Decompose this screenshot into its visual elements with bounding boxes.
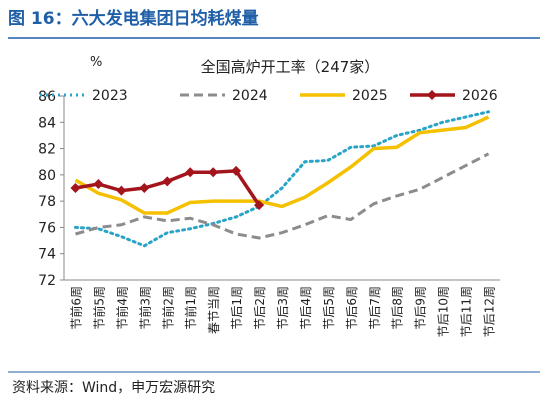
legend-label: 2024 (232, 88, 268, 104)
x-tick-label: 节后7周 (368, 286, 382, 330)
point (208, 167, 219, 178)
x-tick-label: 节后4周 (299, 286, 313, 330)
chart-title: 全国高炉开工率（247家） (201, 58, 380, 76)
y-tick-label: 82 (38, 142, 56, 158)
x-tick-label: 节后12周 (483, 286, 497, 337)
x-tick-label: 节前4周 (114, 286, 129, 330)
y-tick-label: 84 (38, 115, 56, 131)
x-tick-label: 节后3周 (276, 286, 290, 330)
point (93, 179, 104, 190)
x-tick-label: 节前2周 (160, 286, 175, 330)
x-tick-label: 节后2周 (253, 286, 267, 330)
y-tick-label: 74 (38, 247, 56, 263)
x-tick-label: 节后5周 (322, 286, 336, 330)
x-tick-label: 节后8周 (391, 286, 405, 330)
x-tick-label: 节后10周 (437, 286, 451, 337)
point (162, 176, 173, 187)
y-unit: % (90, 55, 102, 70)
header: 图 16：六大发电集团日均耗煤量 (8, 8, 259, 29)
x-tick-label: 节后6周 (345, 286, 359, 330)
y-tick-label: 80 (38, 168, 56, 184)
point (231, 165, 242, 176)
x-tick-label: 节前1周 (183, 286, 198, 330)
y-tick-label: 72 (38, 273, 56, 289)
point (139, 183, 150, 193)
legend-label: 2025 (352, 88, 388, 104)
point (254, 200, 265, 211)
series-line (75, 152, 490, 240)
x-tick-label: 节后9周 (414, 286, 428, 330)
x-tick-label: 节后1周 (230, 286, 244, 330)
series-line (73, 110, 491, 248)
point (116, 185, 127, 196)
x-tick-label: 春节当周 (207, 286, 221, 334)
legend-label: 2023 (92, 88, 128, 104)
legend-marker (427, 90, 437, 100)
point (70, 183, 81, 193)
x-tick-label: 节前3周 (137, 286, 152, 330)
y-tick-label: 76 (38, 220, 56, 236)
x-tick-label: 节后11周 (460, 286, 474, 337)
point (185, 167, 196, 178)
x-tick-label: 节前6周 (68, 286, 83, 330)
series-line (74, 115, 490, 215)
y-tick-label: 78 (38, 194, 56, 210)
x-tick-label: 节前5周 (91, 286, 106, 330)
source: 资料来源：Wind，申万宏源研究 (12, 380, 215, 396)
legend-label: 2026 (462, 88, 498, 104)
y-tick-label: 86 (38, 89, 56, 105)
